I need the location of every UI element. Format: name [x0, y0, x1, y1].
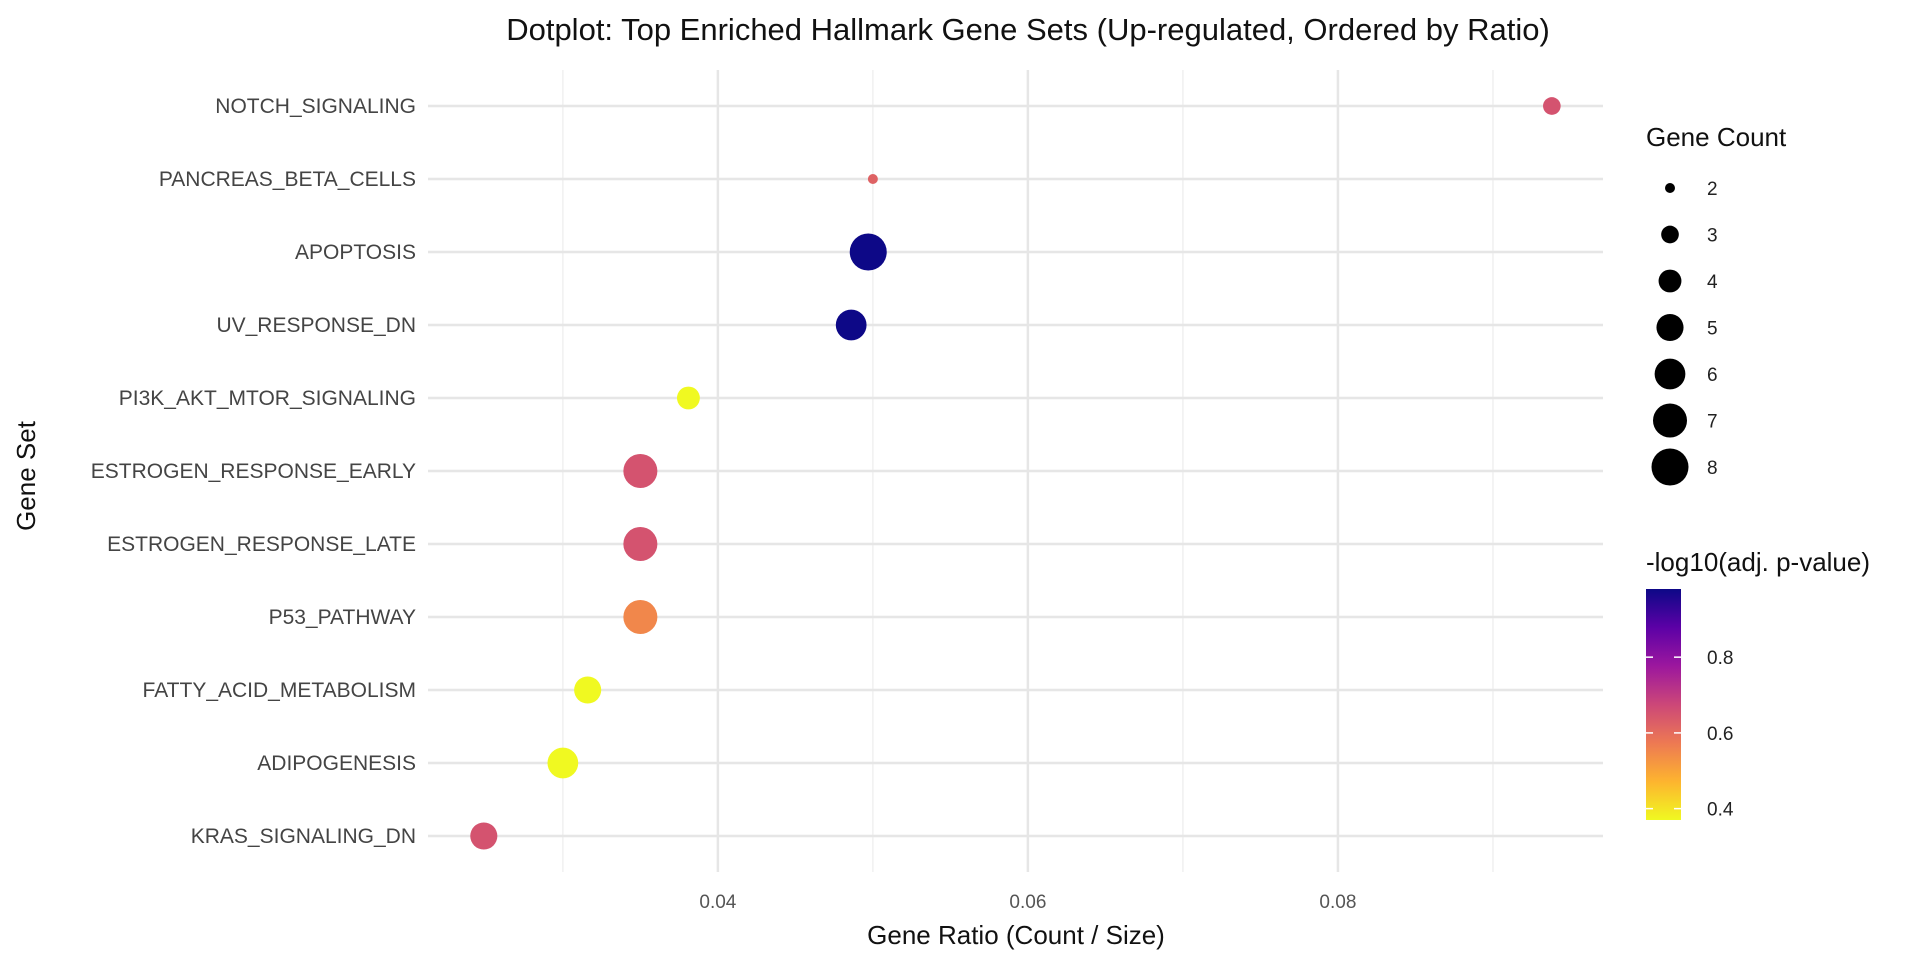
colorbar-label: 0.8	[1707, 648, 1733, 669]
y-tick-label: P53_PATHWAY	[269, 606, 416, 629]
x-axis-tick-labels: 0.04 0.06 0.08	[699, 892, 1356, 913]
y-tick-label: ESTROGEN_RESPONSE_EARLY	[91, 460, 416, 483]
y-tick-label: KRAS_SIGNALING_DN	[191, 825, 416, 848]
colorbar-label: 0.6	[1707, 724, 1733, 745]
y-tick-label: ESTROGEN_RESPONSE_LATE	[107, 533, 416, 556]
y-tick-label: NOTCH_SIGNALING	[215, 95, 416, 118]
color-bar	[1646, 589, 1681, 820]
y-tick-label: UV_RESPONSE_DN	[216, 314, 416, 337]
data-points	[470, 97, 1561, 850]
size-legend-key	[1656, 313, 1684, 342]
x-axis-title: Gene Ratio (Count / Size)	[867, 920, 1165, 950]
data-point-kras-signaling-dn	[470, 822, 498, 850]
colorbar-label: 0.4	[1707, 800, 1734, 821]
size-legend-label: 8	[1707, 458, 1718, 479]
data-point-estrogen-response-late	[623, 526, 658, 562]
x-tick-label: 0.04	[699, 892, 736, 913]
size-legend-key	[1665, 183, 1675, 193]
size-legend-label: 2	[1707, 179, 1718, 200]
data-point-adipogenesis	[547, 747, 579, 779]
data-point-pancreas-beta-cells	[867, 174, 878, 184]
y-tick-label: FATTY_ACID_METABOLISM	[143, 679, 416, 702]
size-legend-label: 5	[1707, 319, 1718, 340]
color-legend-title: -log10(adj. p-value)	[1646, 547, 1870, 577]
y-tick-label: PI3K_AKT_MTOR_SIGNALING	[119, 387, 416, 410]
data-point-pi3k-akt-mtor-signaling	[676, 386, 700, 410]
data-point-fatty-acid-metabolism	[574, 676, 602, 704]
size-legend-title: Gene Count	[1646, 122, 1787, 152]
size-legend-label: 4	[1707, 272, 1718, 293]
data-point-apoptosis	[849, 233, 887, 271]
size-legend-label: 3	[1707, 226, 1718, 247]
y-tick-label: PANCREAS_BETA_CELLS	[159, 168, 416, 191]
size-legend-key	[1654, 358, 1686, 390]
chart-title: Dotplot: Top Enriched Hallmark Gene Sets…	[506, 12, 1550, 47]
size-legend-key	[1651, 448, 1689, 486]
plot-grid	[428, 70, 1603, 872]
size-legend-key	[1652, 403, 1688, 438]
y-axis-title: Gene Set	[11, 420, 41, 531]
color-legend: -log10(adj. p-value) 0.4 0.6 0.8	[1646, 547, 1870, 821]
data-point-notch-signaling	[1543, 97, 1561, 115]
data-point-p53-pathway	[623, 599, 658, 635]
size-legend-key	[1661, 225, 1679, 244]
size-legend-key	[1658, 269, 1682, 293]
data-point-estrogen-response-early	[623, 453, 658, 489]
x-tick-label: 0.08	[1319, 892, 1356, 913]
y-tick-label: APOPTOSIS	[295, 241, 416, 264]
y-tick-label: ADIPOGENESIS	[257, 752, 416, 775]
size-legend-label: 7	[1707, 412, 1718, 433]
data-point-uv-response-dn	[835, 309, 867, 341]
size-legend-label: 6	[1707, 365, 1718, 386]
x-tick-label: 0.06	[1009, 892, 1046, 913]
size-legend: Gene Count 2 3 4 5 6 7 8	[1646, 122, 1787, 486]
y-axis-labels: NOTCH_SIGNALING PANCREAS_BETA_CELLS APOPTO…	[91, 95, 416, 848]
